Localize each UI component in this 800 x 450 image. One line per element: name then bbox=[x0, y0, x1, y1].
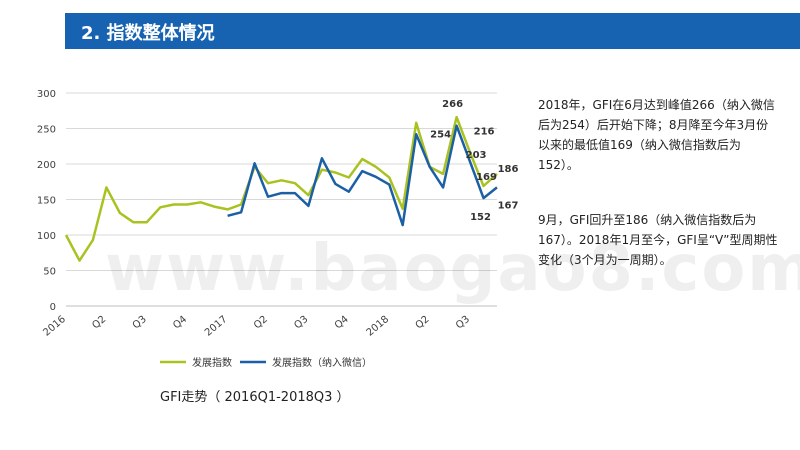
x-tick-label: 2017 bbox=[203, 314, 230, 339]
x-tick-label: Q4 bbox=[171, 314, 189, 332]
data-label: 203 bbox=[466, 150, 487, 161]
y-tick-label: 0 bbox=[50, 302, 56, 313]
page-title: 2. 指数整体情况 bbox=[81, 23, 215, 44]
data-label: 169 bbox=[476, 172, 497, 183]
x-tick-label: Q3 bbox=[292, 314, 310, 332]
x-tick-label: 2018 bbox=[365, 314, 392, 339]
data-label: 254 bbox=[430, 130, 451, 141]
series-line-development-index-wechat bbox=[227, 124, 498, 227]
data-label: 152 bbox=[470, 212, 491, 223]
y-tick-label: 150 bbox=[37, 196, 56, 207]
header-bar: 2. 指数整体情况 bbox=[65, 13, 800, 49]
note-paragraph-1: 2018年，GFI在6月达到峰值266（纳入微信后为254）后开始下降；8月降至… bbox=[538, 98, 775, 172]
series-line-development-index bbox=[64, 115, 498, 262]
data-label: 167 bbox=[498, 200, 519, 211]
data-label: 216 bbox=[474, 127, 495, 138]
x-tick-label: Q3 bbox=[454, 314, 472, 332]
x-tick-label: Q4 bbox=[333, 314, 351, 332]
legend-label: 发展指数 bbox=[192, 356, 232, 369]
x-tick-label: Q2 bbox=[252, 314, 270, 332]
watermark: www.baogao8.com bbox=[105, 232, 800, 306]
x-tick-label: 2016 bbox=[41, 314, 68, 339]
line-chart: 0 50 100 150 200 250 300 2016 Q2 Q3 Q4 2017 Q2 Q3 Q4 20… bbox=[37, 89, 519, 369]
y-tick-label: 200 bbox=[37, 160, 56, 171]
y-tick-label: 250 bbox=[37, 125, 56, 136]
legend-label: 发展指数（纳入微信） bbox=[272, 356, 372, 369]
data-label: 186 bbox=[498, 164, 519, 175]
data-label: 266 bbox=[442, 99, 463, 110]
x-tick-label: Q3 bbox=[131, 314, 149, 332]
y-tick-label: 300 bbox=[37, 89, 56, 100]
y-tick-label: 100 bbox=[37, 231, 56, 242]
chart-caption: GFI走势（ 2016Q1-2018Q3 ） bbox=[160, 390, 350, 405]
x-tick-label: Q2 bbox=[414, 314, 432, 332]
note-paragraph-2: 9月，GFI回升至186（纳入微信指数后为167）。2018年1月至今，GFI呈… bbox=[538, 213, 778, 267]
x-tick-label: Q2 bbox=[90, 314, 108, 332]
y-tick-label: 50 bbox=[43, 267, 56, 278]
